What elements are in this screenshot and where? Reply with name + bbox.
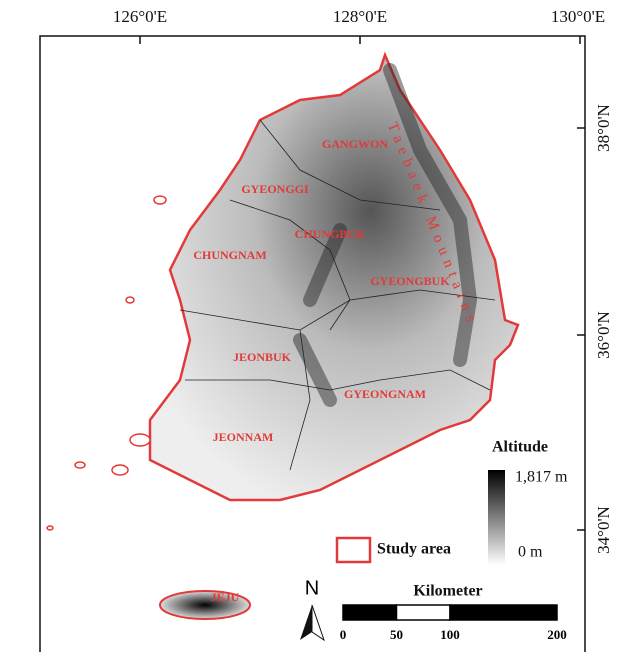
- legend-min: 0 m: [518, 544, 543, 561]
- region-label: GYEONGBUK: [370, 274, 450, 288]
- region-label: JEONNAM: [213, 430, 274, 444]
- region-label: CHUNGNAM: [193, 248, 266, 262]
- region-label: GYEONGGI: [241, 182, 309, 196]
- legend-max: 1,817 m: [515, 469, 568, 486]
- region-label: JEONBUK: [233, 350, 292, 364]
- study-area-label: Study area: [377, 541, 451, 558]
- scale-tick-label: 50: [390, 627, 403, 642]
- lat-label: 38°0'N: [594, 104, 613, 152]
- altitude-ramp: [488, 470, 505, 565]
- region-label: GANGWON: [322, 137, 388, 151]
- scale-title: Kilometer: [413, 583, 482, 600]
- scale-segment: [397, 605, 451, 620]
- north-label: N: [305, 577, 319, 599]
- region-label: JEJU: [211, 590, 240, 604]
- scale-segment: [450, 605, 557, 620]
- lat-label: 36°0'N: [594, 311, 613, 359]
- lon-label: 126°0'E: [113, 7, 167, 26]
- region-label: GYEONGNAM: [344, 387, 426, 401]
- legend-title: Altitude: [492, 439, 548, 456]
- scale-tick-label: 100: [440, 627, 460, 642]
- lon-label: 130°0'E: [551, 7, 605, 26]
- map: 126°0'E 128°0'E 130°0'E 38°0'N 36°0'N 34…: [0, 0, 623, 652]
- scale-segment: [343, 605, 397, 620]
- lat-label: 34°0'N: [594, 506, 613, 554]
- lon-label: 128°0'E: [333, 7, 387, 26]
- scale-tick-label: 0: [340, 627, 347, 642]
- scale-tick-label: 200: [547, 627, 567, 642]
- region-label: CHUNGBUK: [295, 227, 366, 241]
